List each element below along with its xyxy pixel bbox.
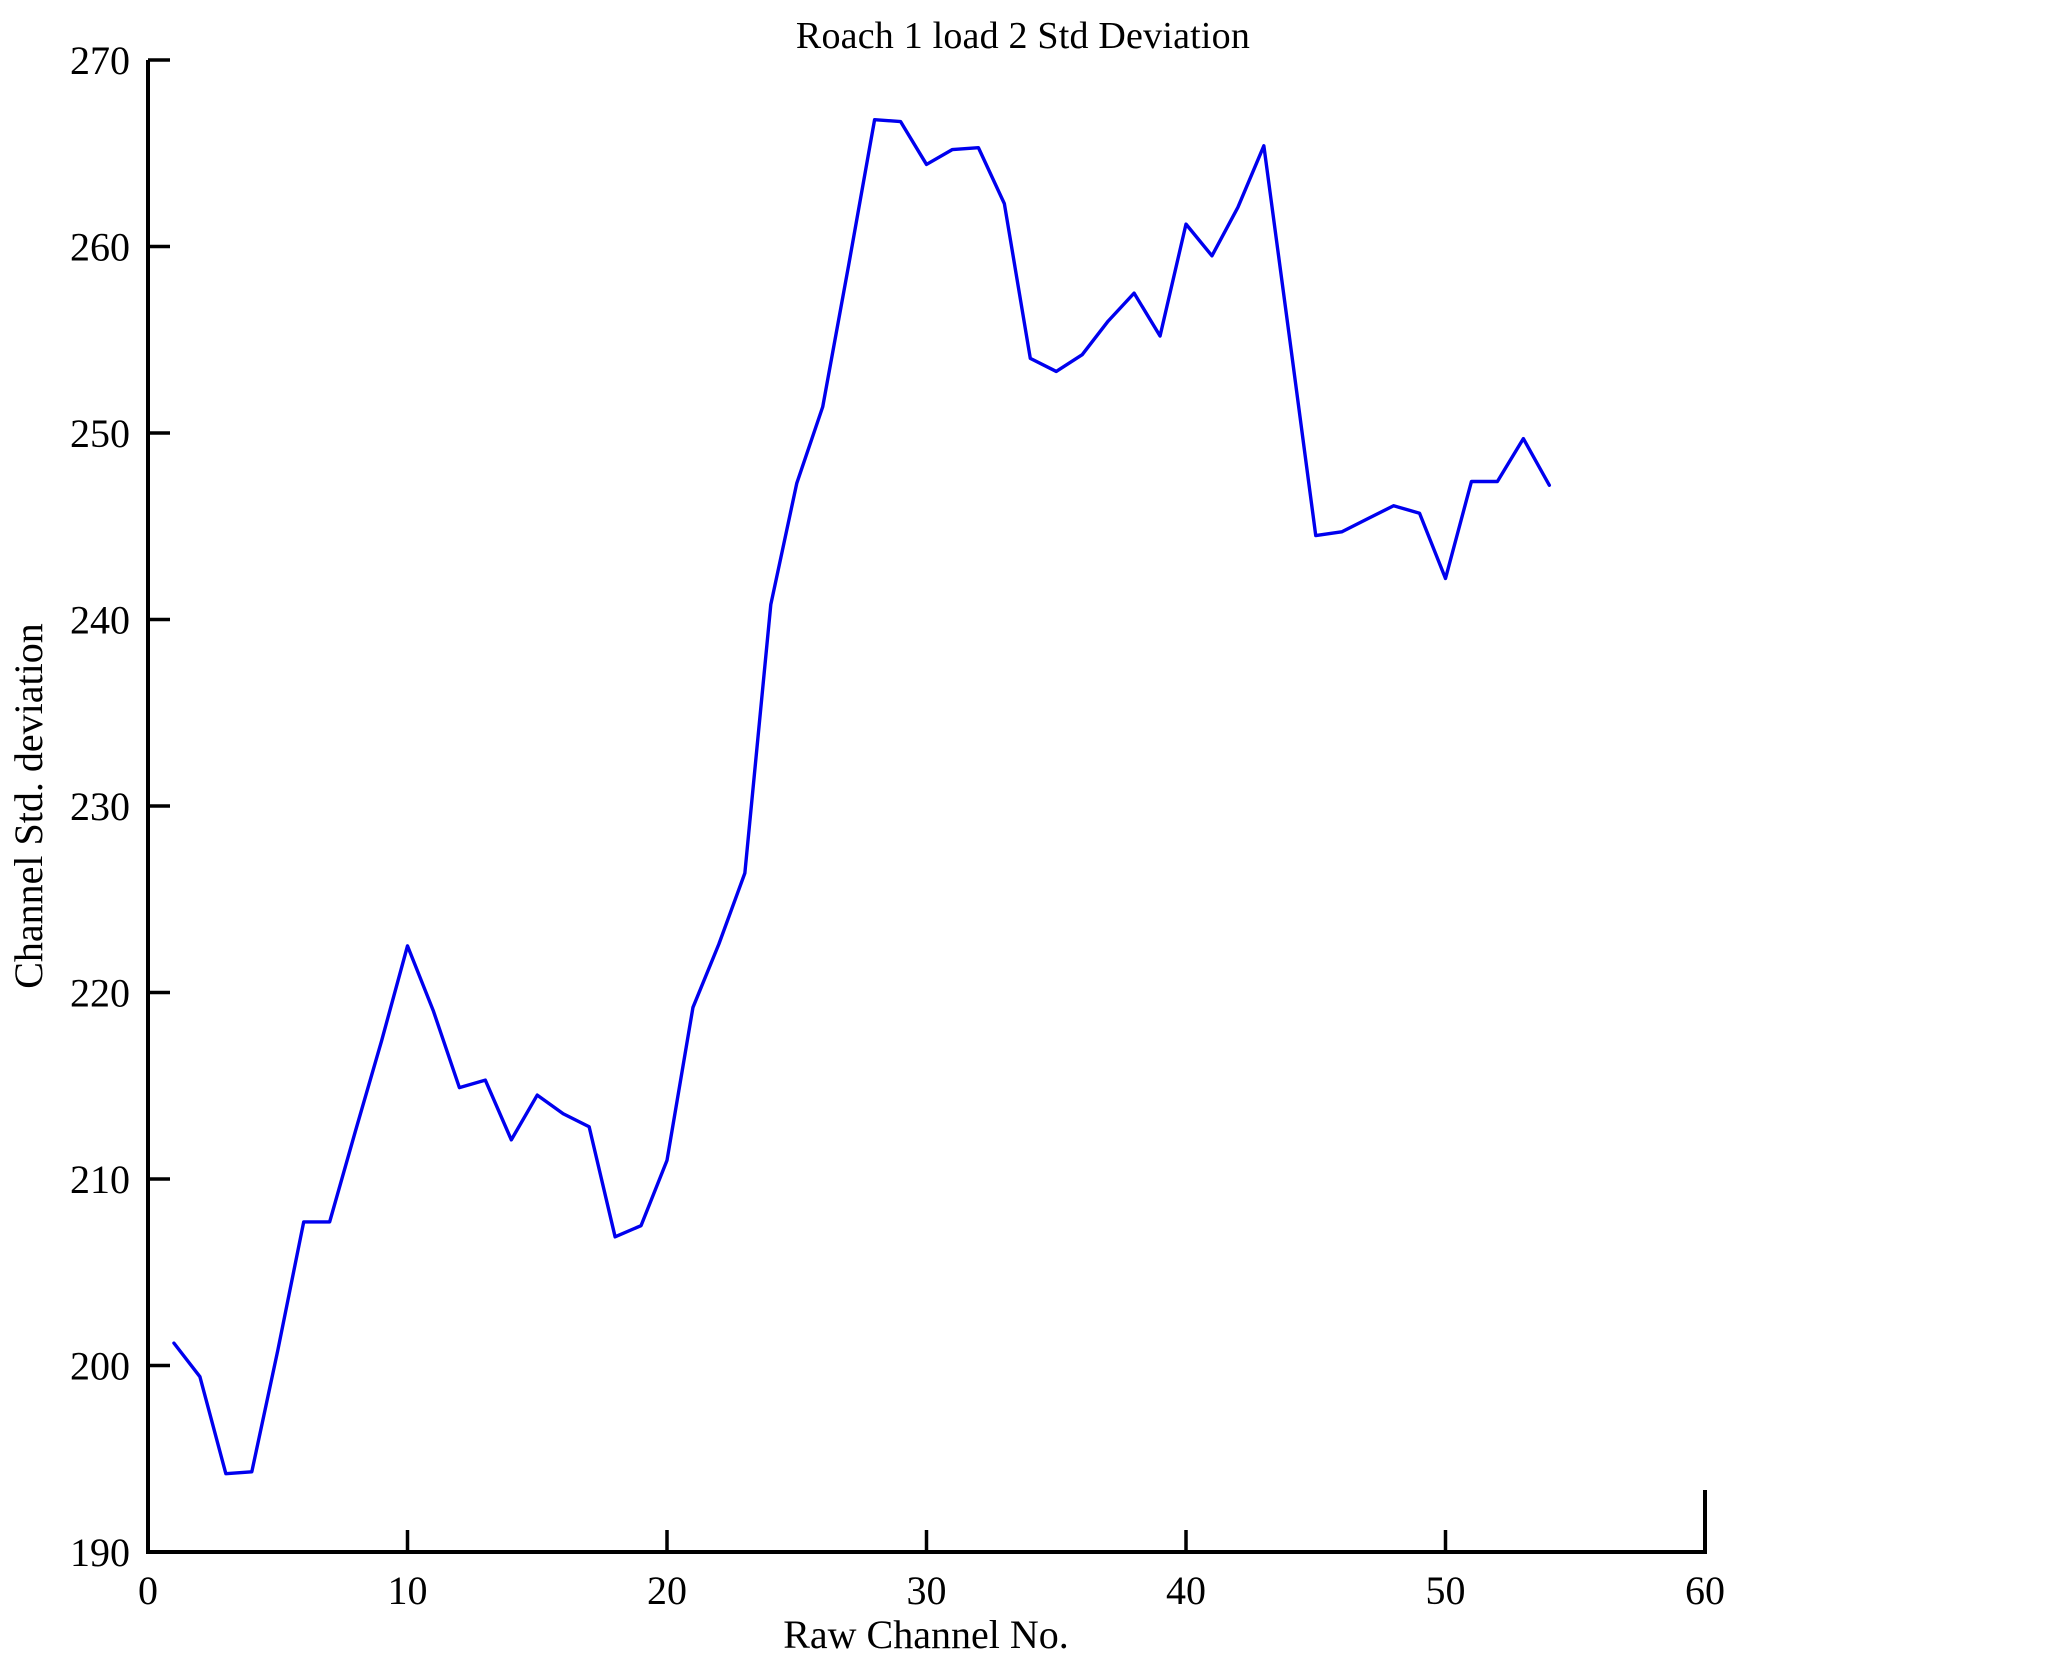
- chart-title: Roach 1 load 2 Std Deviation: [795, 15, 1251, 57]
- y-tick-label: 240: [70, 598, 130, 643]
- x-tick-label: 30: [907, 1568, 947, 1613]
- y-tick-label: 210: [70, 1157, 130, 1202]
- data-series-line: [172, 117, 1551, 1476]
- x-axis-tick-labels: 0 10 20 30 40 50 60: [138, 1568, 1725, 1613]
- y-axis-ticks: [148, 58, 170, 1368]
- y-tick-label: 270: [70, 38, 130, 83]
- axis-frame: [146, 60, 1707, 1554]
- x-tick-label: 40: [1166, 1568, 1206, 1613]
- y-tick-label: 250: [70, 411, 130, 456]
- y-tick-label: 220: [70, 971, 130, 1016]
- x-axis-ticks: [405, 1530, 1448, 1552]
- x-axis-title: Raw Channel No.: [783, 1612, 1069, 1657]
- x-tick-label: 10: [388, 1568, 428, 1613]
- y-tick-label: 200: [70, 1344, 130, 1389]
- y-axis-tick-labels: 190 200 210 220 230 240 250 260 270: [70, 38, 130, 1575]
- x-tick-label: 0: [138, 1568, 158, 1613]
- y-tick-label: 230: [70, 784, 130, 829]
- y-axis-title: Channel Std. deviation: [6, 623, 51, 989]
- x-tick-label: 20: [647, 1568, 687, 1613]
- x-tick-label: 60: [1685, 1568, 1725, 1613]
- x-tick-label: 50: [1426, 1568, 1466, 1613]
- y-tick-label: 260: [70, 225, 130, 270]
- y-tick-label: 190: [70, 1530, 130, 1575]
